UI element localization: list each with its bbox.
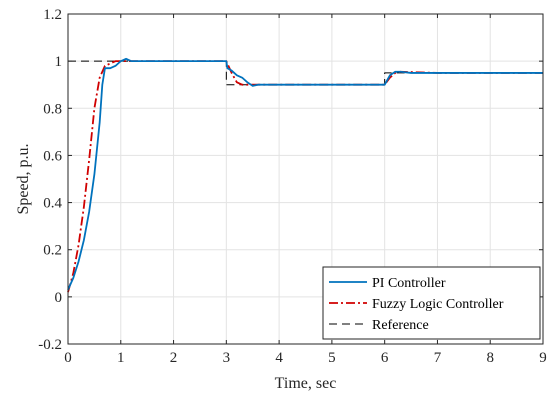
y-tick-label: 0.2 — [43, 243, 62, 259]
x-tick-label: 6 — [381, 350, 389, 366]
x-tick-label: 8 — [486, 350, 494, 366]
plot-frame — [67, 13, 544, 345]
x-tick-label: 1 — [117, 350, 125, 366]
series-lines — [67, 57, 543, 293]
y-tick-label: -0.2 — [38, 337, 62, 353]
y-axis-label: Speed, p.u. — [15, 143, 32, 214]
x-tick-label: 7 — [434, 350, 442, 366]
legend-entry-label: Fuzzy Logic Controller — [372, 297, 504, 312]
y-tick-label: 0.6 — [43, 148, 62, 164]
series-line-pi-controller — [67, 57, 543, 291]
x-tick-label: 4 — [275, 350, 283, 366]
series-line-fuzzy-logic-controller — [67, 60, 543, 293]
x-tick-label: 3 — [223, 350, 231, 366]
x-tick-label: 2 — [170, 350, 178, 366]
y-tick-label: 0.4 — [43, 196, 62, 212]
legend-entry-label: Reference — [372, 318, 429, 333]
legend: PI Controller Fuzzy Logic Controller Refer… — [322, 266, 541, 340]
x-tick-label: 5 — [328, 350, 336, 366]
y-tick-label: 1 — [55, 54, 63, 70]
legend-entry-label: PI Controller — [372, 276, 446, 291]
axis-ticks: 0 1 2 3 4 5 6 7 8 9-0.200.20.40.60.811.2 — [38, 7, 547, 366]
x-tick-label: 0 — [64, 350, 72, 366]
y-tick-label: 1.2 — [43, 7, 62, 23]
x-tick-label: 9 — [539, 350, 547, 366]
y-tick-label: 0 — [55, 290, 63, 306]
y-tick-label: 0.8 — [43, 101, 62, 117]
x-axis-label: Time, sec — [275, 375, 337, 392]
